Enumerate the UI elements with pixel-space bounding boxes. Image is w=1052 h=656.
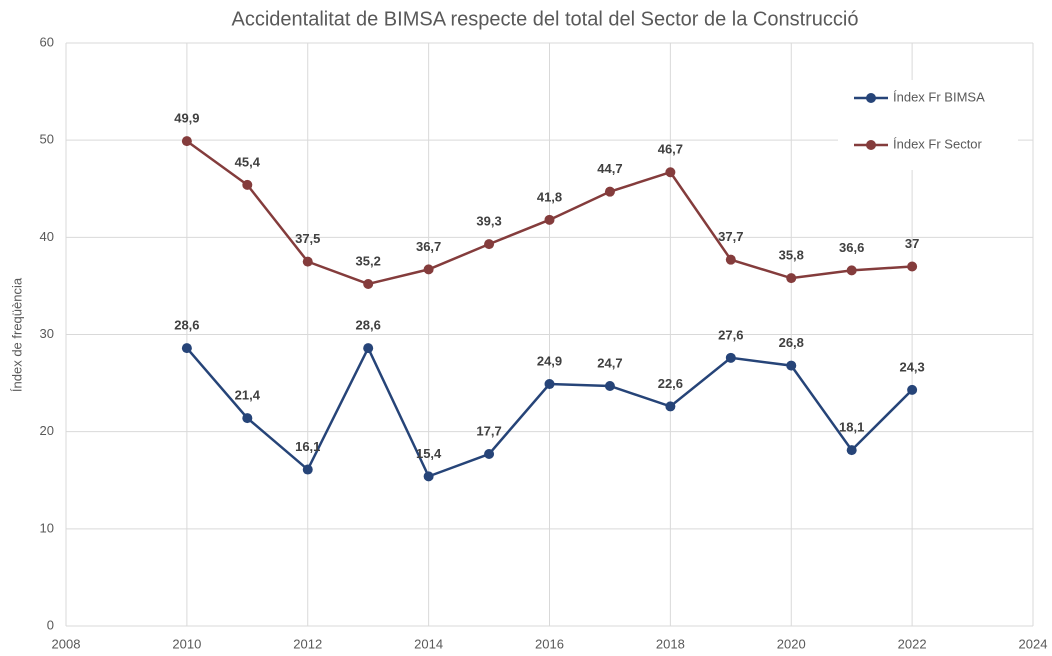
- point: [484, 449, 495, 460]
- point: [786, 273, 797, 284]
- value-label: 24,3: [899, 359, 924, 374]
- x-tick-label: 2008: [52, 636, 81, 651]
- value-label: 37,5: [295, 231, 320, 246]
- x-tick-label: 2010: [172, 636, 201, 651]
- point: [846, 265, 857, 276]
- x-tick-label: 2014: [414, 636, 443, 651]
- value-label: 21,4: [235, 388, 261, 403]
- point: [423, 471, 434, 482]
- point: [604, 380, 615, 391]
- x-tick-label: 2024: [1019, 636, 1048, 651]
- x-tick-label: 2012: [293, 636, 322, 651]
- value-label: 35,2: [356, 253, 381, 268]
- value-label: 17,7: [476, 423, 501, 438]
- point: [846, 445, 857, 456]
- point: [302, 256, 313, 267]
- x-tick-label: 2022: [898, 636, 927, 651]
- value-label: 39,3: [476, 214, 501, 229]
- point: [604, 186, 615, 197]
- point: [907, 384, 918, 395]
- value-label: 35,8: [779, 248, 804, 263]
- value-label: 22,6: [658, 376, 683, 391]
- point: [181, 136, 192, 147]
- point: [544, 214, 555, 225]
- value-label: 45,4: [235, 154, 261, 169]
- value-label: 46,7: [658, 142, 683, 157]
- x-tick-label: 2018: [656, 636, 685, 651]
- value-label: 36,7: [416, 239, 441, 254]
- y-tick-label: 30: [40, 326, 54, 341]
- point: [907, 261, 918, 272]
- legend-marker: [866, 140, 876, 150]
- point: [786, 360, 797, 371]
- value-label: 37,7: [718, 229, 743, 244]
- legend-label: Índex Fr BIMSA: [893, 89, 985, 104]
- value-label: 49,9: [174, 111, 199, 126]
- point: [363, 343, 374, 354]
- legend-label: Índex Fr Sector: [893, 136, 983, 151]
- legend-marker: [866, 93, 876, 103]
- y-tick-label: 20: [40, 423, 54, 438]
- x-tick-label: 2016: [535, 636, 564, 651]
- value-label: 24,9: [537, 353, 562, 368]
- value-label: 37: [905, 236, 919, 251]
- point: [242, 413, 253, 424]
- point: [665, 401, 676, 412]
- y-tick-label: 60: [40, 34, 54, 49]
- value-label: 26,8: [779, 335, 804, 350]
- value-label: 18,1: [839, 420, 864, 435]
- point: [181, 343, 192, 354]
- point: [242, 179, 253, 190]
- value-label: 41,8: [537, 189, 562, 204]
- y-tick-label: 40: [40, 229, 54, 244]
- value-label: 28,6: [174, 318, 199, 333]
- chart-title: Accidentalitat de BIMSA respecte del tot…: [231, 8, 858, 30]
- point: [484, 239, 495, 250]
- value-label: 15,4: [416, 446, 442, 461]
- value-label: 16,1: [295, 439, 320, 454]
- y-tick-label: 10: [40, 520, 54, 535]
- y-tick-label: 0: [47, 617, 54, 632]
- point: [544, 379, 555, 390]
- value-label: 27,6: [718, 327, 743, 342]
- value-label: 44,7: [597, 161, 622, 176]
- y-tick-label: 50: [40, 132, 54, 147]
- value-label: 36,6: [839, 240, 864, 255]
- value-label: 24,7: [597, 355, 622, 370]
- x-tick-label: 2020: [777, 636, 806, 651]
- point: [665, 167, 676, 178]
- point: [725, 254, 736, 265]
- point: [423, 264, 434, 275]
- point: [363, 278, 374, 289]
- point: [725, 352, 736, 363]
- y-axis-label: Índex de freqüència: [9, 277, 24, 392]
- point: [302, 464, 313, 475]
- value-label: 28,6: [356, 318, 381, 333]
